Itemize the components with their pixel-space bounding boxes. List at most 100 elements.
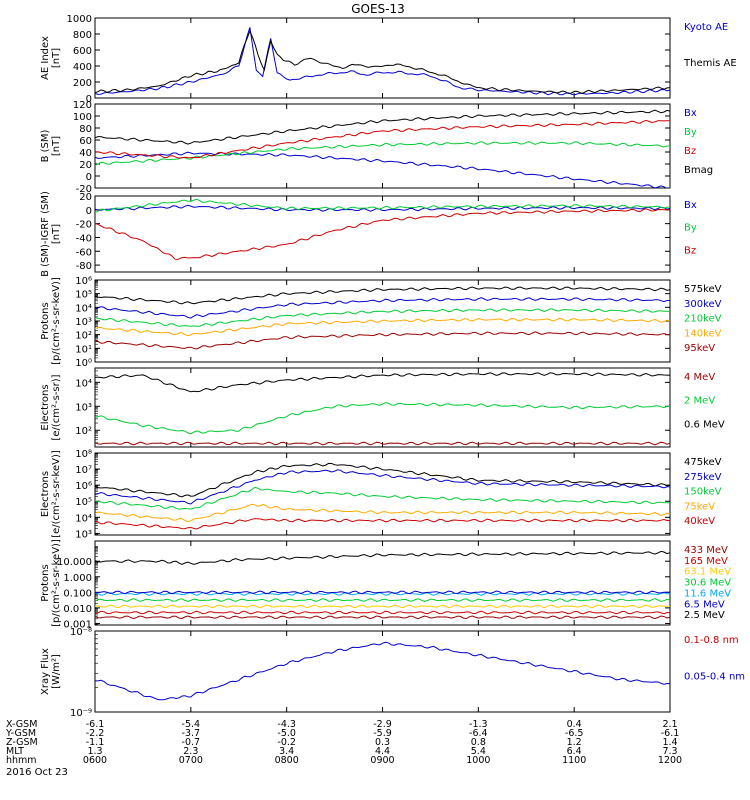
legend-entry: 300keV [684,299,722,310]
series-line [95,610,670,615]
y-tick-label: 10⁷ [75,465,92,476]
y-tick-label: 10¹ [75,344,92,355]
y-axis-label: AE Index [40,36,51,80]
legend-entry: 30.6 MeV [684,578,731,589]
y-tick-label: 10³ [75,529,92,540]
x-axis-row-label: X-GSM [6,719,37,730]
legend-entry: Bmag [684,165,713,176]
series-line [95,141,670,166]
y-tick-label: 10⁻⁸ [70,627,92,638]
x-axis-value: -5.4 [182,719,201,730]
y-tick-label: 20 [79,160,92,171]
y-tick-label: 100 [73,112,92,123]
legend-entry: 275keV [684,472,722,483]
y-tick-label: 40 [79,148,92,159]
y-tick-label: 80 [79,124,92,135]
series-line [95,402,670,435]
y-tick-label: 0 [86,94,92,105]
series-line [95,469,670,505]
panel-frame [94,367,671,448]
series-line [95,151,670,188]
x-axis-value: -6.5 [565,728,584,739]
series-line [95,198,670,213]
series-line [95,550,670,565]
x-axis-value: 0.4 [567,719,582,730]
y-axis-label: Protons [40,302,51,339]
y-axis-label: [W/m²] [51,654,62,689]
series-line [95,29,670,94]
x-axis-value: 0.8 [471,737,486,748]
y-tick-label: 10⁴ [75,303,92,314]
series-line [95,208,670,260]
legend-entry: 140keV [684,328,722,339]
series-line [95,518,670,530]
y-tick-label: 60 [79,136,92,147]
y-tick-label: 10⁶ [75,481,92,492]
series-line [95,109,670,145]
date-label: 2016 Oct 23 [6,767,68,778]
y-tick-label: 200 [73,78,92,89]
x-axis-value: -2.9 [373,719,392,730]
series-line [95,27,670,96]
x-axis-value: -4.3 [277,719,296,730]
y-tick-label: 10² [75,426,92,437]
series-line [95,308,670,327]
y-tick-label: 10⁴ [75,513,92,524]
legend-entry: By [684,127,697,138]
legend-entry: 210keV [684,314,722,325]
panel-7: 0.001 0.010 0.100 1.000 10.000 Protons [p/(cm²… [40,539,731,630]
legend-entry: Themis AE [683,58,737,69]
x-axis-value: -6.4 [469,728,488,739]
x-axis-value: 1200 [658,755,682,766]
y-tick-label: 10.000 [57,557,92,568]
legend-entry: 63.1 MeV [684,567,731,578]
legend-entry: 40keV [684,516,715,527]
x-axis-value: 5.4 [471,746,486,757]
series-line [95,598,670,602]
legend-entry: 4 MeV [684,372,715,383]
series-line [95,641,670,701]
series-line [95,604,670,609]
x-axis-value: 1.4 [662,737,677,748]
y-tick-label: 800 [73,30,92,41]
y-tick-label: 10⁶ [75,276,92,287]
x-axis-value: 2.3 [183,746,198,757]
y-tick-label: 400 [73,62,92,73]
panel-frame [94,103,671,189]
x-axis-value: 3.4 [279,746,294,757]
series-line [95,331,670,350]
x-axis-value: 1.2 [567,737,582,748]
y-axis-label: [e/(cm²-s-sr)] [51,374,62,440]
y-tick-label: 600 [73,46,92,57]
y-tick-label: 0.001 [63,619,92,630]
y-tick-label: 10⁵ [75,497,92,508]
series-line [95,590,670,595]
y-tick-label: 0 [86,206,92,217]
y-tick-label: -80 [76,261,92,272]
x-axis-value: 0800 [275,755,299,766]
y-axis-label: [nT] [51,48,62,68]
series-line [95,317,670,337]
series-line [95,462,670,498]
panel-8: 10⁻⁹ 10⁻⁸ Xray Flux [W/m²] 0.1-0.8 nm 0.05-0.… [40,524,745,719]
y-axis-label: B (SM)-IGRF (SM) [40,191,51,277]
y-axis-label: [p/(cm²-s-sr-keV)] [51,277,62,365]
y-tick-label: 0.100 [63,588,92,599]
legend-entry: By [684,223,697,234]
series-line [95,372,670,393]
x-axis-value: -1.1 [86,737,105,748]
x-axis-value: -0.7 [182,737,201,748]
x-axis-value: -6.1 [86,719,105,730]
series-line [95,524,670,527]
y-tick-label: 10⁻⁹ [70,708,92,719]
panel-4: 10⁰ 10¹ 10² 10³ 10⁴ 10⁵ 10⁶ Protons [p/(cm²-s-sr… [40,276,722,369]
legend-entry: Bz [684,245,696,256]
legend-entry: 95keV [684,343,715,354]
y-tick-label: 10² [75,331,92,342]
panel-3: -80 -60 -40 -20 0 20 B (SM)-IGRF (SM) [nT] Bx By B… [40,191,697,277]
x-axis-table: X-GSM -6.1 -5.4 -4.3 -2.9 -1.3 0.4 2.1 Y-GSM -2.2… [5,719,682,766]
x-axis-row-label: Y-GSM [5,728,36,739]
x-axis-value: 2.1 [662,719,677,730]
